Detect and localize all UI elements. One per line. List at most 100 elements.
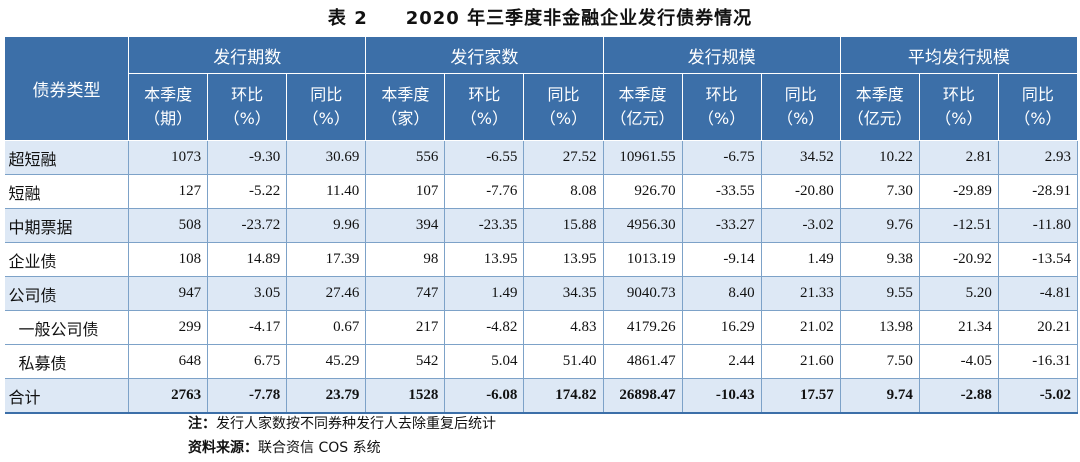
- row-label: 私募债: [4, 344, 130, 379]
- subcol-header-unit: （%）: [1014, 109, 1062, 128]
- table-cell: 21.02: [761, 310, 841, 345]
- table-cell: -3.02: [761, 208, 841, 243]
- group-header-issuer-count: 发行家数: [365, 36, 604, 74]
- table-row: 超短融 1073 -9.30 30.69 556 -6.55 27.52 10961.55 -6…: [4, 140, 1079, 175]
- table-cell: -20.80: [761, 174, 841, 209]
- table-cell: 217: [365, 310, 446, 345]
- table-cell: 30.69: [286, 140, 367, 175]
- table-cell: 10.22: [840, 140, 920, 175]
- table-cell: 1.49: [444, 276, 525, 311]
- table-cell: -4.81: [998, 276, 1079, 311]
- table-cell: 9040.73: [603, 276, 683, 311]
- table-cell: 17.57: [761, 378, 841, 414]
- table-cell: -7.78: [207, 378, 288, 414]
- table-cell: -7.76: [444, 174, 525, 209]
- table-cell: 4956.30: [603, 208, 683, 243]
- table-cell: 4861.47: [603, 344, 683, 379]
- table-cell: 17.39: [286, 242, 367, 277]
- source-text: 联合资信 COS 系统: [258, 440, 381, 456]
- table-cell: 556: [365, 140, 446, 175]
- row-label: 短融: [4, 174, 130, 209]
- table-cell: -33.55: [682, 174, 762, 209]
- subcol-header: 本季度 （亿元）: [602, 73, 683, 141]
- subcol-header-label: 同比: [784, 85, 817, 104]
- table-cell: 8.40: [682, 276, 762, 311]
- subcol-header-unit: （%）: [698, 109, 746, 128]
- table-cell: 15.88: [523, 208, 604, 243]
- table-cell: 9.74: [840, 378, 920, 414]
- table-cell: 926.70: [603, 174, 683, 209]
- table-cell: 947: [128, 276, 209, 311]
- table-cell: -33.27: [682, 208, 762, 243]
- table-cell: 127: [128, 174, 209, 209]
- table-cell: 174.82: [523, 378, 604, 414]
- table-cell: -6.08: [444, 378, 525, 414]
- table-cell: -29.89: [919, 174, 999, 209]
- subcol-header-label: 环比: [705, 85, 738, 104]
- subcol-header-label: 本季度: [855, 85, 904, 104]
- table-cell: 13.95: [523, 242, 604, 277]
- table-cell: 20.21: [998, 310, 1079, 345]
- table-cell: 21.60: [761, 344, 841, 379]
- subcol-header-unit: （亿元）: [847, 109, 912, 128]
- table-cell: -28.91: [998, 174, 1079, 209]
- table-cell: 0.67: [286, 310, 367, 345]
- table-cell: -5.22: [207, 174, 288, 209]
- table-cell: 34.35: [523, 276, 604, 311]
- table-cell: -13.54: [998, 242, 1079, 277]
- table-cell: -16.31: [998, 344, 1079, 379]
- row-label: 超短融: [4, 140, 130, 175]
- table-row: 私募债 648 6.75 45.29 542 5.04 51.40 4861.47 2.44 21…: [4, 344, 1079, 379]
- subcol-header: 环比 （%）: [918, 73, 999, 141]
- subcol-header-label: 同比: [1021, 85, 1054, 104]
- table-cell: 2.81: [919, 140, 999, 175]
- table-cell: -23.35: [444, 208, 525, 243]
- table-cell: 542: [365, 344, 446, 379]
- table-cell: 2.44: [682, 344, 762, 379]
- table-cell: 9.55: [840, 276, 920, 311]
- table-cell: 14.89: [207, 242, 288, 277]
- table-cell: 1528: [365, 378, 446, 414]
- subcol-header-label: 同比: [310, 85, 343, 104]
- subcol-header-unit: （%）: [539, 109, 588, 128]
- subcol-header: 环比 （%）: [681, 73, 762, 141]
- table-cell: 23.79: [286, 378, 367, 414]
- table-cell: 108: [128, 242, 209, 277]
- row-label: 一般公司债: [4, 310, 130, 345]
- subcol-header-unit: （亿元）: [610, 109, 675, 128]
- table-cell: 21.34: [919, 310, 999, 345]
- table-cell: -23.72: [207, 208, 288, 243]
- subcol-header-unit: （家）: [381, 109, 430, 128]
- table-cell: 1.49: [761, 242, 841, 277]
- table-cell: 34.52: [761, 140, 841, 175]
- subcol-header: 环比 （%）: [444, 73, 525, 141]
- table-cell: 16.29: [682, 310, 762, 345]
- bond-issuance-table: 债券类型 发行期数 发行家数 发行规模 平均发行规模 本季度 （期） 环比 （%） 同比…: [3, 36, 1079, 414]
- note-label: 注：: [188, 416, 216, 432]
- row-label: 中期票据: [4, 208, 130, 243]
- table-row: 公司债 947 3.05 27.46 747 1.49 34.35 9040.73 8.40 21…: [4, 276, 1079, 311]
- table-cell: 26898.47: [603, 378, 683, 414]
- subcol-header-unit: （%）: [777, 109, 825, 128]
- table-cell: 21.33: [761, 276, 841, 311]
- table-cell: 13.95: [444, 242, 525, 277]
- total-row: 合计 2763 -7.78 23.79 1528 -6.08 174.82 26898.47-…: [4, 378, 1079, 414]
- table-cell: 9.76: [840, 208, 920, 243]
- table-cell: 1073: [128, 140, 209, 175]
- subcol-header-label: 环比: [942, 85, 975, 104]
- subcol-header: 本季度 （亿元）: [839, 73, 920, 141]
- table-row: 中期票据 508 -23.72 9.96 394 -23.35 15.88 4956.30 -3…: [4, 208, 1079, 243]
- table-cell: 10961.55: [603, 140, 683, 175]
- subcol-header-label: 环比: [468, 85, 501, 104]
- table-cell: 9.38: [840, 242, 920, 277]
- table-cell: 13.98: [840, 310, 920, 345]
- table-cell: -6.55: [444, 140, 525, 175]
- table-cell: 27.46: [286, 276, 367, 311]
- table-cell: -10.43: [682, 378, 762, 414]
- note-line: 注：发行人家数按不同券种发行人去除重复后统计: [188, 412, 496, 436]
- subcol-header: 同比 （%）: [760, 73, 841, 141]
- subcol-header-label: 本季度: [144, 85, 193, 104]
- header-group-row: 债券类型 发行期数 发行家数 发行规模 平均发行规模: [3, 36, 1079, 141]
- table-cell: 107: [365, 174, 446, 209]
- table-cell: 4.83: [523, 310, 604, 345]
